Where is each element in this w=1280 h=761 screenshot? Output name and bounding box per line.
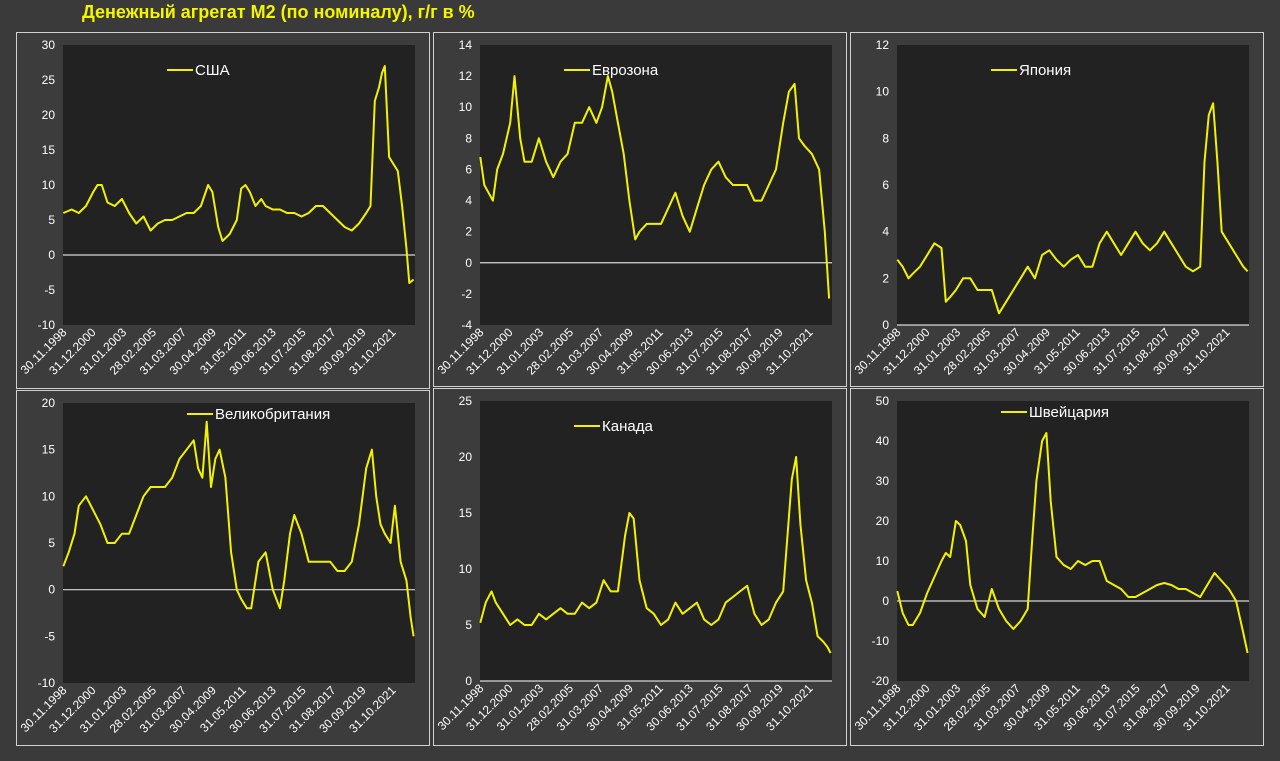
y-tick-label: 5 [465,618,472,632]
legend-label: Еврозона [592,62,659,79]
y-tick-label: 10 [876,554,890,568]
y-tick-label: 2 [882,271,889,285]
y-tick-label: 15 [42,143,56,157]
y-tick-label: 20 [459,450,473,464]
series-line-eurozone [479,75,831,299]
chart-panel-uk: -10 -5 0 5 10 15 20 30.11.1998 31.12.2000 31.01.2… [16,390,430,746]
y-tick-label: 40 [876,434,890,448]
legend-label: Канада [602,418,653,435]
y-tick-label: 12 [876,38,890,52]
plot-area [480,45,832,325]
y-tick-label: 2 [465,225,472,239]
y-tick-label: 15 [459,506,473,520]
plot-area [897,401,1249,681]
y-tick-label: 0 [48,583,55,597]
chart-panel-switzerland: -20 -10 0 10 20 30 40 50 30.11.1998 31.12.2000 31.… [850,388,1264,746]
chart-svg-eurozone: -4-20246810121430.11.199831.12.200031.01… [435,38,832,378]
y-tick-label: 20 [42,108,56,122]
series-line-uk [62,420,415,637]
y-tick-label: 4 [465,194,472,208]
y-tick-label: -10 [872,634,890,648]
plot-area [897,45,1249,325]
y-tick-label: 25 [459,394,473,408]
y-tick-label: -5 [44,629,55,643]
y-tick-label: -10 [38,318,56,332]
legend-label: Великобритания [215,406,330,423]
y-tick-label: -20 [872,674,890,688]
chart-svg-usa: -10-505101520253030.11.199831.12.200031.… [18,38,415,378]
legend-label: США [195,62,230,79]
series-line-japan [896,102,1249,315]
chart-svg-japan: 02468101230.11.199831.12.200031.01.20032… [852,38,1249,378]
legend-label: Швейцария [1029,404,1109,421]
y-tick-label: 0 [48,248,55,262]
y-tick-label: 0 [882,318,889,332]
plot-area [63,45,415,325]
y-tick-label: 30 [876,474,890,488]
y-tick-label: 25 [42,73,56,87]
y-tick-label: -2 [461,287,472,301]
chart-panel-canada: 0 5 10 15 20 25 30.11.1998 31.12.2000 31.01.2003… [433,388,847,746]
y-tick-label: 8 [465,131,472,145]
series-line-usa [62,65,415,284]
y-tick-label: 4 [882,225,889,239]
chart-svg-uk: -10-50510152030.11.199831.12.200031.01.2… [18,396,415,736]
chart-svg-switzerland: -20-100102030405030.11.199831.12.200031.… [852,394,1249,734]
y-tick-label: 14 [459,38,473,52]
y-tick-label: 15 [42,443,56,457]
legend-label: Япония [1019,62,1071,79]
y-tick-label: -5 [44,283,55,297]
y-tick-label: -10 [38,676,56,690]
y-tick-label: 5 [48,536,55,550]
y-tick-label: 10 [459,562,473,576]
plot-area [480,401,832,681]
page-title: Денежный агрегат М2 (по номиналу), г/г в… [82,2,475,22]
y-tick-label: 5 [48,213,55,227]
y-tick-label: 10 [876,85,890,99]
y-tick-label: 20 [42,396,56,410]
y-tick-label: 6 [465,162,472,176]
y-tick-label: 12 [459,69,473,83]
series-line-canada [479,456,832,654]
chart-panel-japan: 0 2 4 6 8 10 12 30.11.1998 31.12.2000 31.01.2003 2… [850,32,1264,387]
y-tick-label: 6 [882,178,889,192]
chart-svg-canada: 051015202530.11.199831.12.200031.01.2003… [435,394,832,734]
y-tick-label: 20 [876,514,890,528]
y-tick-label: 10 [42,489,56,503]
y-tick-label: 10 [42,178,56,192]
y-tick-label: 8 [882,131,889,145]
y-tick-label: 0 [882,594,889,608]
chart-panel-eurozone: -4 -2 0 2 4 6 8 10 12 14 30.11.1998 31.12.2000 31.01… [433,32,847,387]
chart-panel-usa: -10 -5 0 5 10 15 20 25 30 30.11.1998 31.12.2000 31.… [16,32,430,389]
y-tick-label: -4 [461,318,472,332]
y-tick-label: 50 [876,394,890,408]
y-tick-label: 0 [465,256,472,270]
series-line-switzerland [896,432,1249,654]
y-tick-label: 10 [459,100,473,114]
y-tick-label: 30 [42,38,56,52]
y-tick-label: 0 [465,674,472,688]
